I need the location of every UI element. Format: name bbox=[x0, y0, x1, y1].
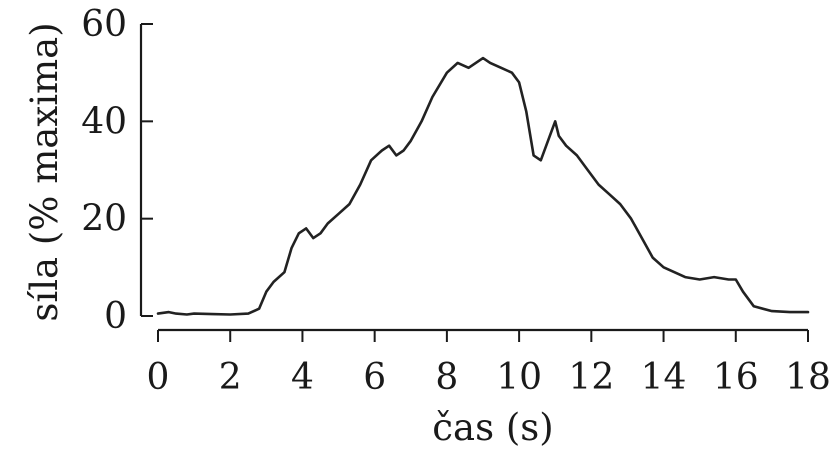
x-tick-label: 16 bbox=[713, 357, 759, 398]
y-axis: 0 20 40 60 bbox=[81, 4, 153, 337]
x-tick-label: 14 bbox=[641, 357, 687, 398]
x-tick-label: 0 bbox=[147, 357, 170, 398]
y-tick-label: 40 bbox=[81, 101, 127, 142]
x-tick-label: 4 bbox=[291, 357, 314, 398]
x-axis-title: čas (s) bbox=[432, 406, 553, 449]
y-tick-label: 60 bbox=[81, 4, 127, 45]
x-tick-label: 2 bbox=[219, 357, 242, 398]
series-layer bbox=[156, 56, 810, 316]
y-axis-title: síla (% maxima) bbox=[23, 22, 66, 321]
x-axis: 0 2 4 6 8 10 12 14 16 18 bbox=[147, 328, 831, 398]
y-tick-label: 0 bbox=[104, 296, 127, 337]
x-tick-label: 18 bbox=[785, 357, 831, 398]
series-line bbox=[156, 56, 810, 316]
y-tick-label: 20 bbox=[81, 199, 127, 240]
x-tick-label: 12 bbox=[568, 357, 614, 398]
x-tick-label: 10 bbox=[496, 357, 542, 398]
x-tick-label: 6 bbox=[363, 357, 386, 398]
x-tick-label: 8 bbox=[435, 357, 458, 398]
